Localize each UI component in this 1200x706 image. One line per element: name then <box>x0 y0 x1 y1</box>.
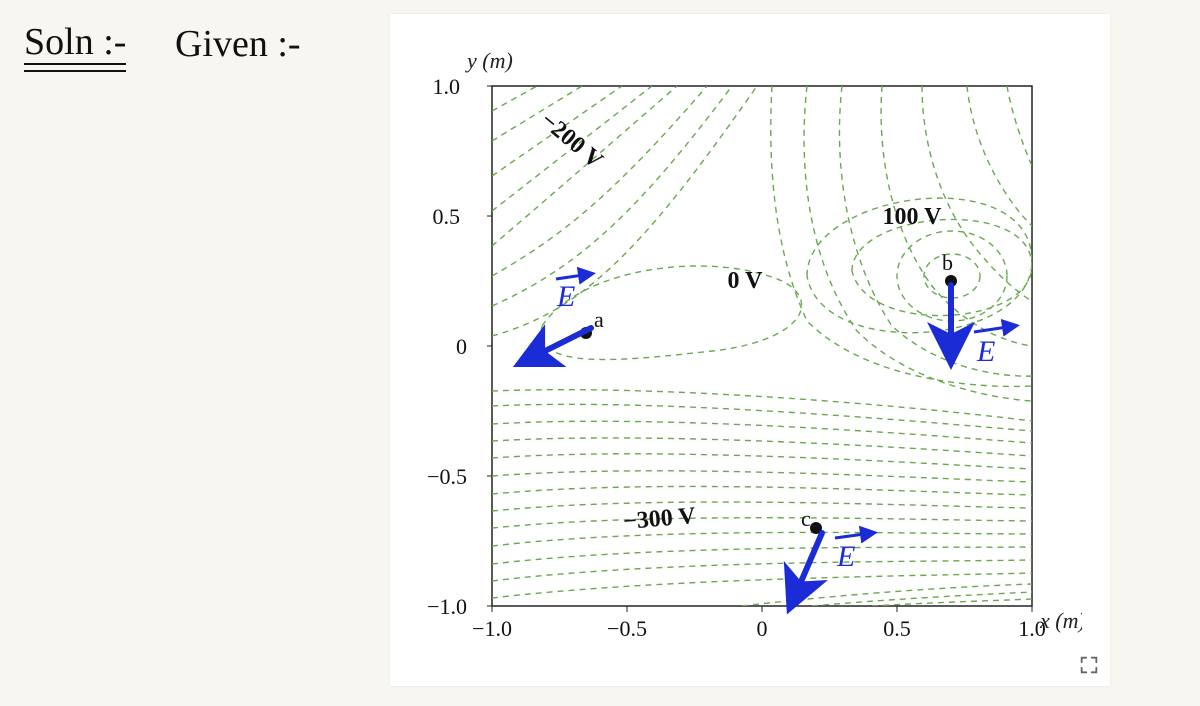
xtick--0.5: −0.5 <box>607 616 647 641</box>
point-b-label: b <box>942 250 953 275</box>
v-label-0: 0 V <box>728 268 764 294</box>
ytick-0.5: 0.5 <box>433 204 461 229</box>
y-ticks: 1.0 0.5 0 −0.5 −1.0 <box>427 74 492 619</box>
handwritten-soln: Soln :- <box>24 20 126 72</box>
y-axis-label: y (m) <box>465 48 513 73</box>
soln-double-underline <box>24 66 126 72</box>
v-label-100: 100 V <box>883 204 943 230</box>
point-c-label: c <box>801 506 811 531</box>
ytick--0.5: −0.5 <box>427 464 467 489</box>
equipotential-plot: y (m) x (m) 1.0 0.5 0 −0.5 −1.0 −1.0 −0.… <box>412 26 1082 661</box>
xtick-0: 0 <box>757 616 768 641</box>
efield-label-a: E <box>556 280 575 313</box>
efield-label-c: E <box>836 540 855 573</box>
ytick-0: 0 <box>456 334 467 359</box>
ytick-1.0: 1.0 <box>433 74 461 99</box>
xtick-0.5: 0.5 <box>883 616 911 641</box>
labeled-points: a b c <box>580 250 957 534</box>
xtick-1.0: 1.0 <box>1018 616 1046 641</box>
xtick--1.0: −1.0 <box>472 616 512 641</box>
figure-card: y (m) x (m) 1.0 0.5 0 −0.5 −1.0 −1.0 −0.… <box>390 14 1110 686</box>
v-label-neg300: −300 V <box>622 503 697 535</box>
efield-arrows <box>529 285 951 598</box>
soln-text: Soln :- <box>24 21 126 65</box>
x-ticks: −1.0 −0.5 0 0.5 1.0 <box>472 606 1046 641</box>
v-label-neg200: −200 V <box>535 107 608 174</box>
point-a-label: a <box>594 307 604 332</box>
expand-icon[interactable] <box>1078 654 1100 676</box>
ytick--1.0: −1.0 <box>427 594 467 619</box>
efield-label-b: E <box>976 335 995 368</box>
handwritten-given: Given :- <box>175 22 301 66</box>
